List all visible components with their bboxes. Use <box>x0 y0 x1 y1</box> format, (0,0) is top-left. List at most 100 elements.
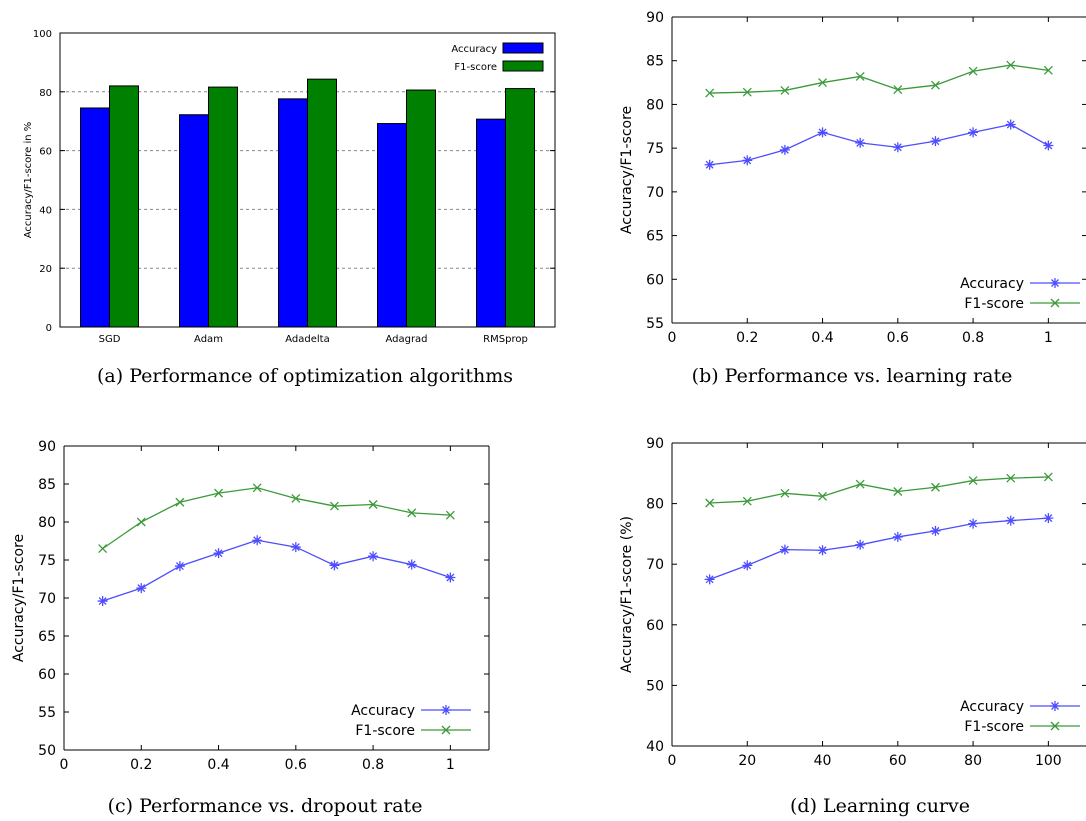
legend-swatch-accuracy <box>502 42 544 54</box>
ytick-label: 90 <box>38 439 56 455</box>
bar-accuracy-adadelta <box>278 98 308 328</box>
ytick-label: 75 <box>38 553 56 569</box>
ytick-label: 80 <box>38 515 56 531</box>
point-f1-score <box>855 479 865 489</box>
bar-f1-score-rmsprop <box>505 88 535 328</box>
ytick-label: 60 <box>646 272 664 288</box>
ytick-label: 20 <box>39 264 52 275</box>
point-accuracy <box>1050 701 1060 711</box>
ytick-label: 80 <box>39 88 52 99</box>
point-accuracy <box>1005 515 1016 526</box>
ytick-label: 60 <box>646 618 664 634</box>
bar-accuracy-adagrad <box>377 123 407 328</box>
point-accuracy <box>290 542 301 553</box>
point-accuracy <box>445 572 456 583</box>
ytick-label: 80 <box>646 97 664 113</box>
point-accuracy <box>97 596 108 607</box>
legend-label-accuracy: Accuracy <box>351 703 415 719</box>
chart-b: 55 60 65 70 75 80 85 90 0 0.2 0.4 0.6 0.8 1 Accuracy/F… <box>619 10 1086 346</box>
ytick-label: 85 <box>646 54 664 70</box>
point-f1-score <box>780 85 790 95</box>
xtick-label: 60 <box>889 753 907 769</box>
bar-f1-score-sgd <box>109 85 139 328</box>
y-axis-label: Accuracy/F1-score in % <box>23 122 34 239</box>
point-f1-score <box>214 488 224 498</box>
ytick-label: 90 <box>646 436 664 452</box>
series-line-accuracy <box>709 517 1049 580</box>
legend-swatch-f1-score <box>502 60 544 72</box>
xtick-label: 20 <box>738 753 756 769</box>
ytick-label: 75 <box>646 141 664 157</box>
point-accuracy <box>1050 278 1060 288</box>
point-f1-score <box>1043 65 1053 75</box>
xtick-label: 0.8 <box>362 757 384 773</box>
ytick-label: 50 <box>646 678 664 694</box>
point-f1-score <box>291 493 301 503</box>
legend-label-f1-score: F1-score <box>964 719 1024 735</box>
point-accuracy <box>213 548 224 559</box>
point-accuracy <box>817 545 828 556</box>
y-axis-label: Accuracy/F1-score <box>619 106 635 234</box>
point-accuracy <box>892 531 903 542</box>
point-accuracy <box>406 559 417 570</box>
point-accuracy <box>930 525 941 536</box>
ytick-label: 100 <box>33 29 52 40</box>
series-line-f1-score <box>709 476 1049 504</box>
point-accuracy <box>252 535 263 546</box>
xtick-label: 40 <box>814 753 832 769</box>
xtick-label: 0 <box>668 330 677 346</box>
ytick-label: 70 <box>38 591 56 607</box>
point-accuracy <box>174 561 185 572</box>
xtick-label: 1 <box>1044 330 1053 346</box>
point-f1-score <box>780 488 790 498</box>
point-accuracy <box>742 560 753 571</box>
xtick-label: 0.2 <box>130 757 152 773</box>
ytick-label: 55 <box>646 316 664 332</box>
xtick-label: 80 <box>964 753 982 769</box>
point-accuracy <box>930 136 941 147</box>
point-f1-score <box>893 85 903 95</box>
ytick-label: 60 <box>38 667 56 683</box>
ytick-label: 65 <box>646 229 664 245</box>
point-accuracy <box>817 127 828 138</box>
point-accuracy <box>441 705 451 715</box>
point-f1-score <box>407 508 417 518</box>
point-f1-score <box>441 725 451 735</box>
xtick-label: RMSprop <box>483 334 528 345</box>
point-accuracy <box>368 551 379 562</box>
ytick-label: 85 <box>38 477 56 493</box>
ytick-label: 40 <box>39 205 52 216</box>
chart-a: SGD Adam Adadelta Adagrad RMSprop 0 20 40 60 80 10… <box>23 29 556 345</box>
xtick-label: 0.8 <box>962 330 984 346</box>
point-accuracy <box>704 159 715 170</box>
point-f1-score <box>930 80 940 90</box>
point-f1-score <box>705 498 715 508</box>
y-axis-label: Accuracy/F1-score (%) <box>619 516 635 673</box>
point-f1-score <box>855 71 865 81</box>
point-f1-score <box>893 487 903 496</box>
plot-frame-a <box>59 32 556 328</box>
point-f1-score <box>329 501 339 511</box>
bar-accuracy-sgd <box>80 107 110 328</box>
ytick-label: 0 <box>46 323 52 334</box>
point-accuracy <box>855 137 866 148</box>
point-accuracy <box>968 127 979 138</box>
xtick-label: 0.4 <box>811 330 833 346</box>
xtick-label: 0.2 <box>736 330 758 346</box>
point-f1-score <box>1043 472 1053 482</box>
series-line-accuracy <box>102 539 451 602</box>
point-f1-score <box>818 491 828 501</box>
point-f1-score <box>930 482 940 492</box>
y-axis-label: Accuracy/F1-score <box>11 534 27 662</box>
xtick-label: 0.4 <box>207 757 229 773</box>
xtick-label: Adam <box>194 334 223 345</box>
xtick-label: 100 <box>1035 753 1062 769</box>
bar-f1-score-adam <box>208 86 238 328</box>
ytick-label: 70 <box>646 185 664 201</box>
ytick-label: 80 <box>646 497 664 513</box>
ytick-label: 50 <box>38 743 56 759</box>
point-f1-score <box>1050 721 1060 731</box>
point-accuracy <box>329 560 340 571</box>
chart-d: 40 50 60 70 80 90 0 20 40 60 80 100 Accuracy/F1-scor… <box>619 436 1086 769</box>
